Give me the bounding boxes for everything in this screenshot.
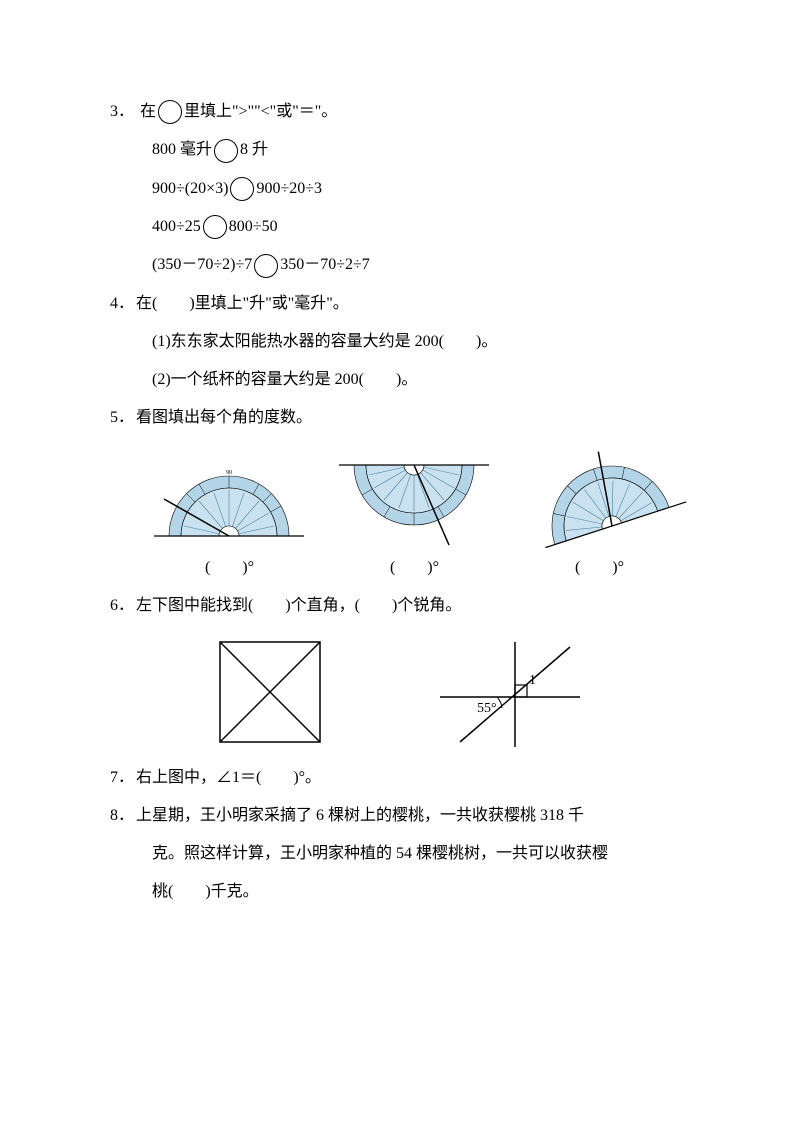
square-diagonals-figure [210,632,330,752]
q7-number: 7． [110,766,136,790]
q4-sub1: (1)东东家太阳能热水器的容量大约是 200( )。 [110,330,693,354]
protractor-3 [522,448,692,548]
question-3: 3． 在里填上">""<"或"＝"。 800 毫升8 升 900÷(20×3)9… [110,100,693,278]
angle-cross-figure: 55° 1 [430,632,590,752]
q3-l3a: 400÷25 [152,218,201,235]
q6-stem: 左下图中能找到( )个直角，( )个锐角。 [136,597,461,614]
question-4: 4．在( )里填上"升"或"毫升"。 (1)东东家太阳能热水器的容量大约是 20… [110,292,693,392]
q8-number: 8． [110,804,136,828]
q8-stem: 上星期，王小明家采摘了 6 棵树上的樱桃，一共收获樱桃 318 千 [136,807,584,824]
protractor-2 [337,453,492,548]
angle-55-label: 55° [477,701,497,716]
q3-line4: (350－70÷2)÷7 350－70÷2÷7 [110,253,693,277]
q3-line2: 900÷(20×3) 900÷20÷3 [110,177,693,201]
q4-number: 4． [110,292,136,316]
svg-text:90: 90 [226,470,232,476]
protractor-1: 90 [152,458,307,548]
protractor-labels: ( )° ( )° ( )° [110,556,693,580]
q3-l4a: (350－70÷2)÷7 [152,256,252,273]
q3-l2a: 900÷(20×3) [152,180,228,197]
question-7: 7．右上图中，∠1＝( )°。 [110,766,693,790]
q4-stem: 在( )里填上"升"或"毫升"。 [136,295,349,312]
q6-figures: 55° 1 [110,632,693,752]
q5-stem: 看图填出每个角的度数。 [136,409,312,426]
q3-number: 3． [110,100,136,124]
q3-l4b: 350－70÷2÷7 [280,256,370,273]
q3-l1b: 8 升 [240,141,268,158]
q3-l3b: 800÷50 [229,218,278,235]
q8-line3: 桃( )千克。 [110,880,693,904]
circle-icon [214,139,238,163]
q3-l1a: 800 毫升 [152,141,212,158]
question-5: 5．看图填出每个角的度数。 [110,406,693,430]
prot-blank-3: ( )° [522,556,677,580]
circle-icon [254,254,278,278]
question-6: 6．左下图中能找到( )个直角，( )个锐角。 [110,594,693,618]
q3-stem-a: 在 [140,103,156,120]
circle-icon [203,215,227,239]
prot-blank-1: ( )° [152,556,307,580]
q3-stem-b: 里填上">""<"或"＝"。 [184,103,337,120]
prot-blank-2: ( )° [337,556,492,580]
q3-line3: 400÷25 800÷50 [110,215,693,239]
circle-icon [158,100,182,124]
q7-stem: 右上图中，∠1＝( )°。 [136,769,321,786]
q6-number: 6． [110,594,136,618]
angle-1-label: 1 [529,673,536,688]
q5-number: 5． [110,406,136,430]
protractor-figures: 90 [110,448,693,548]
q8-line2: 克。照这样计算，王小明家种植的 54 棵樱桃树，一共可以收获樱 [110,842,693,866]
q4-sub2: (2)一个纸杯的容量大约是 200( )。 [110,368,693,392]
question-8: 8．上星期，王小明家采摘了 6 棵树上的樱桃，一共收获樱桃 318 千 克。照这… [110,804,693,904]
q3-line1: 800 毫升 8 升 [110,138,693,162]
circle-icon [230,177,254,201]
q3-l2b: 900÷20÷3 [256,180,322,197]
